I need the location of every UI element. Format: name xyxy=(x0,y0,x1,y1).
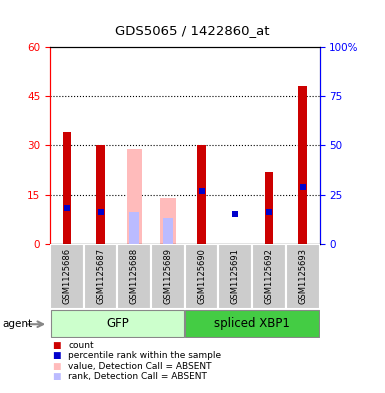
Text: GSM1125692: GSM1125692 xyxy=(264,248,273,304)
Text: ■: ■ xyxy=(52,362,60,371)
Text: GSM1125689: GSM1125689 xyxy=(164,248,172,304)
Bar xyxy=(286,244,320,309)
Bar xyxy=(129,212,139,244)
Bar xyxy=(127,149,142,244)
Bar xyxy=(265,172,273,244)
Bar xyxy=(151,244,185,309)
Bar xyxy=(163,218,173,244)
Text: ■: ■ xyxy=(52,351,60,360)
Text: ■: ■ xyxy=(52,373,60,381)
Bar xyxy=(96,145,105,244)
Text: GDS5065 / 1422860_at: GDS5065 / 1422860_at xyxy=(115,24,270,37)
Text: GSM1125688: GSM1125688 xyxy=(130,248,139,304)
Bar xyxy=(252,244,286,309)
Text: GSM1125693: GSM1125693 xyxy=(298,248,307,304)
Bar xyxy=(198,145,206,244)
Text: GSM1125691: GSM1125691 xyxy=(231,248,240,304)
Bar xyxy=(117,244,151,309)
Bar xyxy=(51,310,184,336)
Text: rank, Detection Call = ABSENT: rank, Detection Call = ABSENT xyxy=(68,373,207,381)
Bar xyxy=(84,244,117,309)
Bar xyxy=(186,310,319,336)
Bar xyxy=(298,86,307,244)
Text: percentile rank within the sample: percentile rank within the sample xyxy=(68,351,221,360)
Bar xyxy=(219,244,252,309)
Text: GSM1125690: GSM1125690 xyxy=(197,248,206,304)
Text: agent: agent xyxy=(2,319,32,329)
Text: GSM1125687: GSM1125687 xyxy=(96,248,105,304)
Bar xyxy=(161,198,176,244)
Text: ■: ■ xyxy=(52,341,60,349)
Text: GFP: GFP xyxy=(106,317,129,330)
Bar xyxy=(63,132,71,244)
Text: value, Detection Call = ABSENT: value, Detection Call = ABSENT xyxy=(68,362,212,371)
Bar xyxy=(185,244,219,309)
Bar xyxy=(50,244,84,309)
Text: GSM1125686: GSM1125686 xyxy=(62,248,71,304)
Text: spliced XBP1: spliced XBP1 xyxy=(214,317,290,330)
Text: count: count xyxy=(68,341,94,349)
